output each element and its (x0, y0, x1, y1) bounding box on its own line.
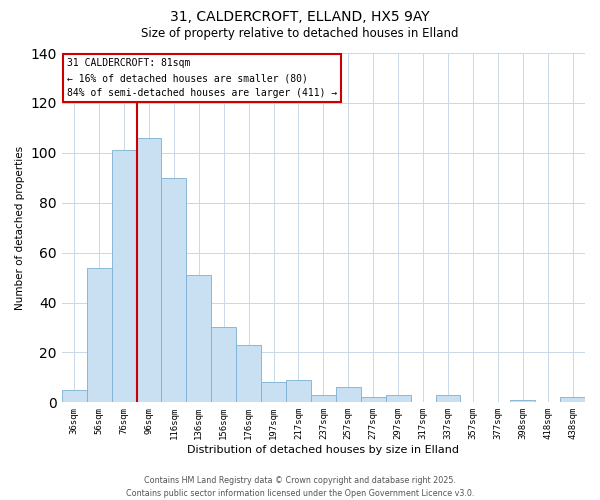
X-axis label: Distribution of detached houses by size in Elland: Distribution of detached houses by size … (187, 445, 460, 455)
Bar (336, 388, 361, 402)
Bar (510, 400, 535, 402)
Text: Size of property relative to detached houses in Elland: Size of property relative to detached ho… (141, 28, 459, 40)
Bar (161, 178, 187, 402)
Bar (187, 275, 211, 402)
Text: 31, CALDERCROFT, ELLAND, HX5 9AY: 31, CALDERCROFT, ELLAND, HX5 9AY (170, 10, 430, 24)
Y-axis label: Number of detached properties: Number of detached properties (15, 146, 25, 310)
Bar (211, 328, 236, 402)
Bar (62, 390, 87, 402)
Bar (87, 268, 112, 402)
Bar (286, 380, 311, 402)
Bar (560, 398, 585, 402)
Bar (436, 395, 460, 402)
Bar (112, 150, 137, 402)
Bar (236, 345, 261, 403)
Text: Contains HM Land Registry data © Crown copyright and database right 2025.
Contai: Contains HM Land Registry data © Crown c… (126, 476, 474, 498)
Bar (311, 395, 336, 402)
Bar (137, 138, 161, 402)
Bar (261, 382, 286, 402)
Bar (361, 398, 386, 402)
Text: 31 CALDERCROFT: 81sqm
← 16% of detached houses are smaller (80)
84% of semi-deta: 31 CALDERCROFT: 81sqm ← 16% of detached … (67, 58, 337, 98)
Bar (386, 395, 410, 402)
